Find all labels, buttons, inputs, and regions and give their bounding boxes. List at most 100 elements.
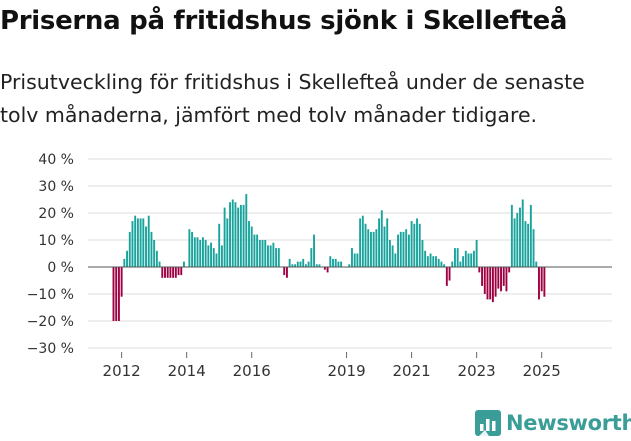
bar [432, 256, 435, 267]
bar [177, 267, 180, 276]
bar [337, 261, 340, 267]
bar [196, 237, 199, 267]
bar [426, 256, 429, 267]
bar [142, 218, 145, 267]
bar [383, 226, 386, 267]
bar [513, 218, 516, 267]
bar [128, 231, 131, 267]
bar [448, 267, 451, 281]
bar [519, 207, 521, 267]
bar [161, 267, 164, 278]
bar [329, 256, 332, 267]
bar [464, 250, 467, 267]
bar [540, 267, 543, 292]
bar [481, 267, 484, 286]
chart-subtitle: Prisutveckling för fritidshus i Skelleft… [0, 66, 625, 132]
bar [399, 231, 402, 267]
bar [296, 261, 299, 267]
x-tick-label: 2021 [393, 362, 431, 380]
bar [242, 204, 245, 267]
bar [304, 264, 307, 267]
bar [340, 261, 343, 267]
bar [199, 240, 202, 267]
bar [131, 221, 134, 267]
bar [535, 261, 538, 267]
bar [323, 267, 326, 270]
bar [201, 237, 204, 267]
bar [489, 267, 492, 300]
brand-name: Newsworthy [506, 411, 631, 435]
y-tick-label: −10 % [27, 287, 74, 303]
y-tick-label: 0 % [47, 260, 74, 276]
bar [136, 218, 139, 267]
bar [150, 231, 153, 267]
bar [245, 194, 248, 267]
bar [120, 267, 123, 297]
bar [472, 250, 475, 267]
bar [126, 250, 128, 267]
bar [475, 240, 478, 267]
bar [361, 215, 364, 267]
bar [359, 218, 362, 267]
last-value-label: −11 % [523, 0, 570, 4]
bar [234, 202, 237, 267]
subtitle-line-1: Prisutveckling för fritidshus i Skelleft… [0, 70, 585, 94]
x-tick-label: 2023 [458, 362, 496, 380]
bar [440, 261, 443, 267]
bar [529, 204, 532, 267]
x-tick-label: 2016 [233, 362, 271, 380]
bar [478, 267, 481, 273]
bar [158, 261, 161, 267]
bar [155, 250, 158, 267]
bar [421, 240, 424, 267]
bar [220, 245, 223, 267]
annotations: −11 % [523, 0, 570, 4]
bar [532, 229, 535, 267]
bar [326, 267, 329, 273]
bar [543, 267, 546, 297]
bar [258, 240, 261, 267]
bar [348, 264, 351, 267]
bar [508, 267, 511, 273]
bar [310, 248, 313, 267]
bar [174, 267, 177, 278]
bar [521, 199, 524, 267]
y-tick-label: −30 % [27, 341, 74, 357]
bar [191, 231, 194, 267]
bar [231, 199, 234, 267]
bar [318, 264, 321, 267]
bar [388, 240, 391, 267]
bar [394, 253, 397, 267]
bar [288, 258, 291, 267]
chart-title: Priserna på fritidshus sjönk i Skellefte… [0, 6, 568, 36]
bar [353, 253, 356, 267]
bar [272, 242, 275, 267]
bar [215, 253, 218, 267]
y-tick-label: 30 % [38, 179, 74, 195]
newsworthy-logo: Newsworthy [475, 405, 631, 441]
bar [516, 213, 519, 267]
bar [313, 234, 315, 267]
bar [169, 267, 172, 278]
bar [510, 204, 513, 267]
bar [334, 258, 337, 267]
bar [538, 267, 540, 300]
bar [307, 261, 310, 267]
bar [416, 218, 418, 267]
bar [172, 267, 175, 278]
bar [275, 248, 278, 267]
bar [424, 250, 427, 267]
bar [418, 223, 421, 267]
y-axis-ticks: 40 % 30 % 20 % 10 % 0 % −10 % −20 % −30 % [27, 152, 74, 357]
bars [112, 194, 546, 321]
bar [443, 264, 446, 267]
bar [462, 256, 465, 267]
bar [291, 264, 294, 267]
bar [378, 218, 381, 267]
bar [332, 258, 334, 267]
bar [218, 223, 221, 267]
bar [112, 267, 115, 321]
bar [204, 240, 207, 267]
bar [256, 234, 259, 267]
